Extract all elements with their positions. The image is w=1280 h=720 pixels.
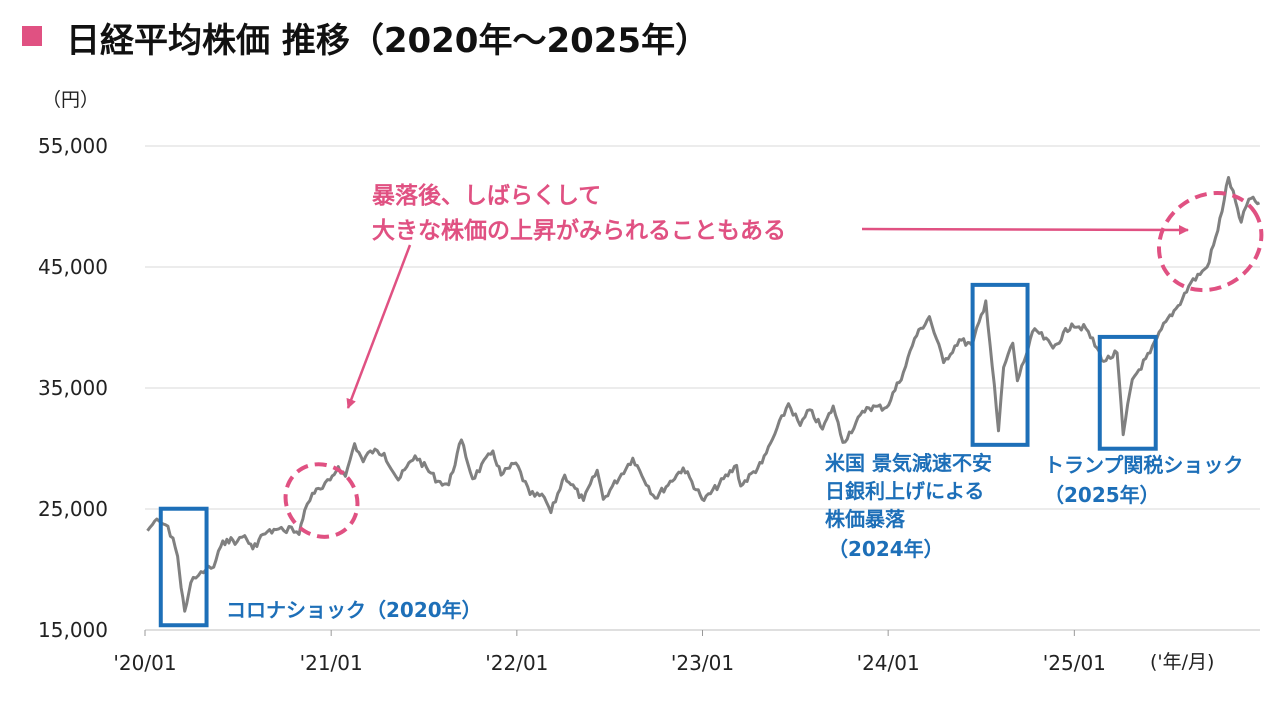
annotation-2024-line2: 日銀利上げによる xyxy=(825,479,984,503)
rise-ellipse xyxy=(283,462,360,539)
highlight-box xyxy=(1097,334,1158,451)
annotation-rise-line2: 大きな株価の上昇がみられることもある xyxy=(372,217,786,244)
series-line-nikkei xyxy=(146,176,1261,613)
rise-ellipses xyxy=(283,191,1264,539)
x-axis: '20/01 '21/01 '22/01 '23/01 '24/01 '25/01 xyxy=(113,630,1106,675)
highlight-box xyxy=(970,282,1030,447)
x-tick-label: '22/01 xyxy=(485,651,548,675)
highlight-box xyxy=(158,506,209,628)
annotation-covid: コロナショック（2020年） xyxy=(226,598,482,622)
annotation-2024-line3: 株価暴落 xyxy=(825,507,906,531)
y-axis-unit-label: （円） xyxy=(42,89,99,111)
annotation-2025-line2: （2025年） xyxy=(1044,483,1160,507)
y-tick-label: 45,000 xyxy=(38,255,108,279)
x-axis-unit-label: ('年/月) xyxy=(1150,651,1214,673)
title-marker xyxy=(22,26,42,46)
y-tick-label: 15,000 xyxy=(38,618,108,642)
highlight-boxes xyxy=(158,282,1158,628)
annotation-2025-line1: トランプ関税ショック xyxy=(1044,453,1243,477)
annotation-rise-line1: 暴落後、しばらくして xyxy=(372,182,601,209)
page-title: 日経平均株価 推移（2020年〜2025年） xyxy=(66,21,709,61)
x-tick-label: '24/01 xyxy=(857,651,920,675)
x-tick-label: '20/01 xyxy=(113,651,176,675)
x-tick-label: '25/01 xyxy=(1043,651,1106,675)
y-tick-label: 35,000 xyxy=(38,376,108,400)
rise-ellipse xyxy=(1157,191,1264,293)
arrow-to-2025-rise xyxy=(861,224,1189,235)
y-axis: 15,000 25,000 35,000 45,000 55,000 xyxy=(38,134,108,642)
x-tick-label: '23/01 xyxy=(671,651,734,675)
y-tick-label: 55,000 xyxy=(38,134,108,158)
arrow-to-2021-rise xyxy=(346,244,412,409)
annotation-2024-line1: 米国 景気減速不安 xyxy=(825,451,992,475)
y-tick-label: 25,000 xyxy=(38,497,108,521)
x-tick-label: '21/01 xyxy=(300,651,363,675)
annotation-2024-line4: （2024年） xyxy=(828,537,944,561)
